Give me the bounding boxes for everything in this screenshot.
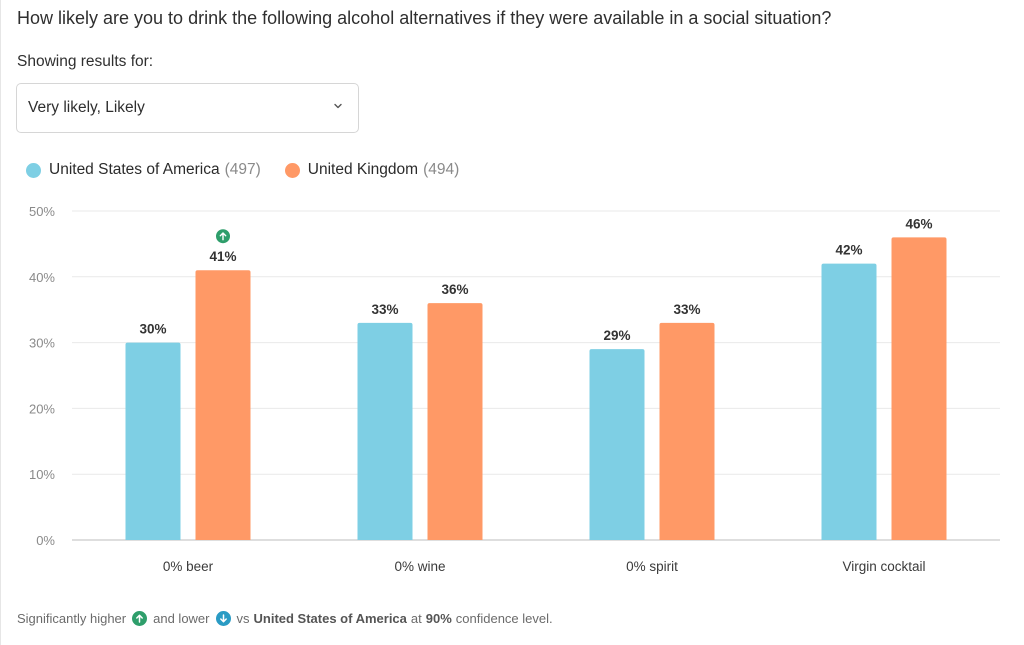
y-tick-label: 30%: [29, 336, 55, 351]
bar: [659, 322, 715, 540]
footnote-confidence: 90%: [425, 611, 452, 626]
footnote-text: and lower: [153, 611, 210, 626]
legend-swatch-usa: [26, 162, 41, 178]
bar-chart: 0% 10% 20% 30% 40% 50% 0% beer 30% 41% 0% wine 33%…: [29, 204, 1000, 574]
data-label: 46%: [905, 216, 932, 231]
x-tick-label: 0% beer: [163, 559, 214, 574]
bar: [357, 322, 413, 540]
footnote-text: Significantly higher: [17, 611, 127, 626]
footnote-text: confidence level.: [455, 611, 553, 626]
y-tick-label: 0%: [36, 533, 55, 548]
data-label: 42%: [835, 243, 862, 258]
data-label: 33%: [371, 302, 398, 317]
question-title: How likely are you to drink the followin…: [17, 8, 832, 28]
dropdown-value: Very likely, Likely: [28, 99, 145, 116]
bar: [821, 263, 877, 540]
y-tick-label: 10%: [29, 467, 55, 482]
footnote-text: at: [410, 611, 422, 626]
data-label: 30%: [139, 322, 166, 337]
significance-footnote: Significantly higher and lower vs United…: [17, 611, 553, 626]
y-tick-label: 50%: [29, 204, 55, 219]
legend-swatch-uk: [284, 162, 300, 178]
legend-item-uk[interactable]: United Kingdom (494): [284, 161, 460, 179]
arrow-up-glyph: [219, 232, 227, 241]
chart-legend: United States of America (497) United Ki…: [26, 161, 483, 179]
arrow-up-icon: [132, 611, 148, 626]
legend-count: (497): [224, 161, 261, 178]
legend-count: (494): [423, 161, 460, 178]
footnote-baseline: United States of America: [253, 611, 407, 626]
bar: [427, 303, 483, 540]
legend-item-usa[interactable]: United States of America (497): [26, 161, 261, 179]
filter-label: Showing results for:: [17, 53, 154, 70]
data-label: 41%: [209, 249, 236, 264]
y-tick-label: 20%: [29, 401, 55, 416]
data-label: 29%: [603, 328, 630, 343]
data-label: 36%: [441, 282, 468, 297]
chevron-down-icon: [334, 103, 342, 109]
y-tick-label: 40%: [29, 270, 55, 285]
bar: [589, 349, 645, 540]
x-tick-label: Virgin cocktail: [842, 559, 925, 574]
data-label: 33%: [673, 302, 700, 317]
bar: [125, 342, 181, 540]
legend-label: United States of America: [49, 161, 220, 178]
x-tick-label: 0% wine: [394, 559, 445, 574]
footnote-text: vs: [236, 611, 250, 626]
bar: [891, 237, 947, 540]
legend-label: United Kingdom: [307, 161, 419, 178]
x-tick-label: 0% spirit: [626, 559, 678, 574]
results-filter-dropdown[interactable]: Very likely, Likely: [16, 83, 359, 133]
bar: [195, 270, 251, 540]
arrow-down-icon: [215, 611, 231, 626]
